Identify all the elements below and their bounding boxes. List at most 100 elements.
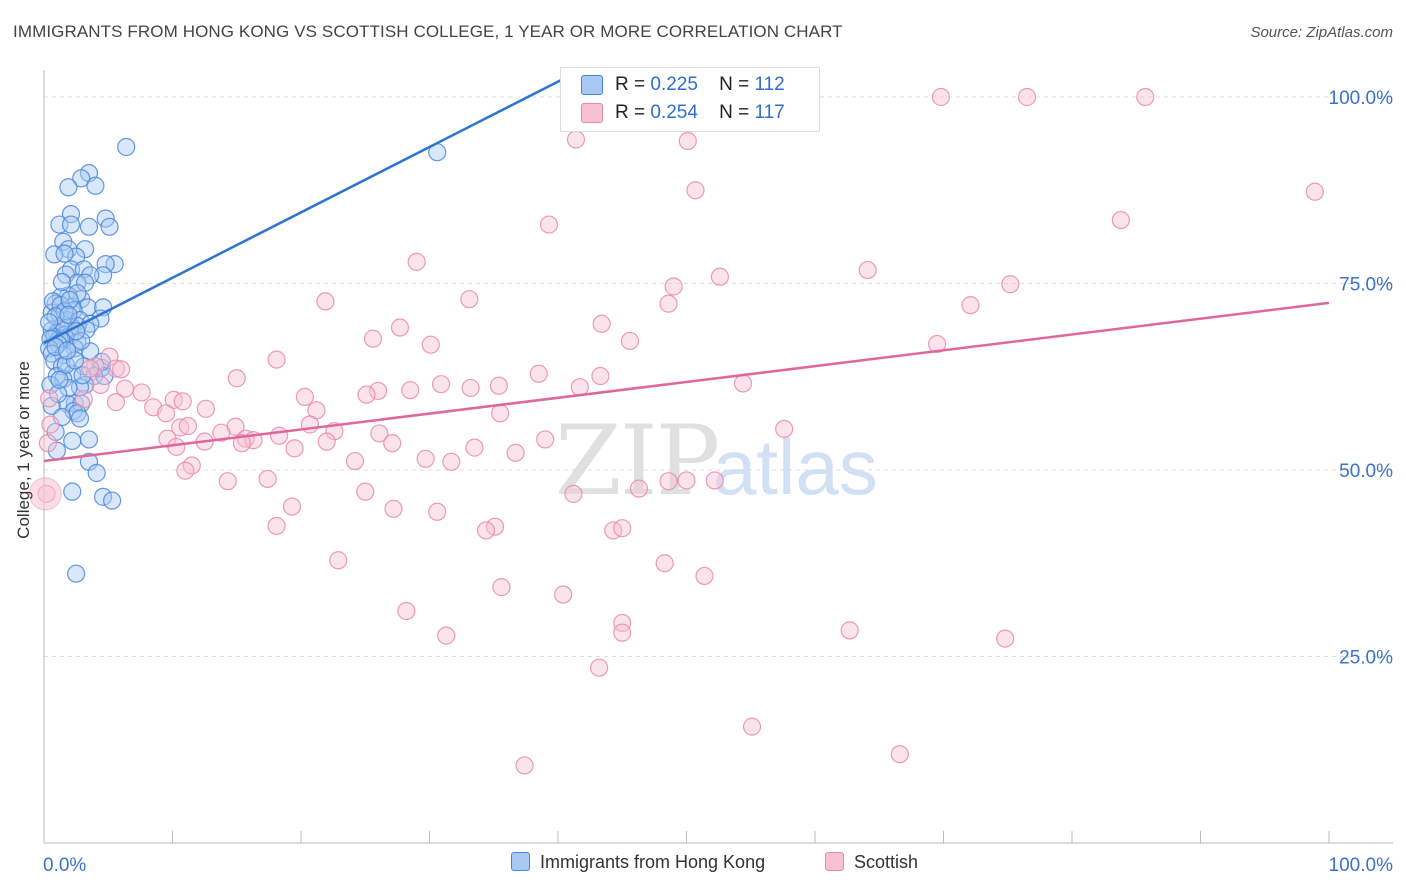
scottish-point [363,329,383,348]
scottish-point [390,318,410,337]
scottish-point [437,626,456,645]
bottom-legend-hong-kong: Immigrants from Hong Kong [511,852,765,873]
watermark-atlas: atlas [713,423,878,511]
scottish-point [227,369,246,388]
scottish-point [491,404,510,423]
bottom-legend-swatch-blue [511,852,530,871]
scottish-point [931,87,951,107]
hong-kong-point [117,137,136,157]
scottish-point [705,471,724,490]
axes [43,70,1393,844]
y-tick-label: 75.0% [1339,275,1393,296]
scottish-point [664,277,683,296]
chart-title: IMMIGRANTS FROM HONG KONG VS SCOTTISH CO… [13,22,843,41]
scottish-point [677,471,696,490]
scottish-point [421,335,440,354]
scottish-point [295,387,314,406]
scottish-point [300,415,320,434]
scottish-point [167,437,186,456]
scottish-point [489,376,508,395]
scottish-point [1001,275,1020,294]
hong-kong-point [67,564,86,583]
trend-lines [43,77,1330,463]
hong-kong-point [45,245,64,264]
legend-row-scottish: R = 0.254 N = 117 [581,102,785,126]
hong-kong-point [59,305,78,324]
scottish-point [317,432,336,451]
hong-kong-point [49,384,68,404]
scottish-point [173,392,192,411]
legend-r-label: R = [615,102,646,123]
source-credit: Source: ZipAtlas.com [1250,24,1393,41]
scottish-point [506,443,525,462]
scottish-point [416,449,435,468]
scottish-point [407,252,426,271]
hong-kong-point [94,266,113,285]
bottom-legend-swatch-pink [825,852,844,871]
legend-swatch-pink [581,102,603,123]
scottish-point [536,430,555,449]
scottish-point [476,521,496,540]
scottish-point [156,404,176,423]
scottish-point [695,566,714,586]
scottish-point [106,359,126,378]
watermark-zip: ZIP [555,405,718,517]
hong-kong-point [50,370,69,389]
scottish-point [74,390,93,409]
scottish-point [401,381,420,400]
hong-kong-point [61,205,81,224]
hong-kong-point [68,284,87,303]
series-scottish-points [28,87,1324,775]
scottish-trend-line [43,301,1330,463]
scottish-point [176,461,195,480]
scottish-point [1136,87,1155,107]
scottish-point [91,375,110,395]
y-tick-label: 100.0% [1329,88,1394,109]
scottish-point [164,390,183,409]
scottish-point [384,499,403,518]
bottom-legend-label: Scottish [854,852,919,872]
series-hong-kong-points [40,137,447,583]
scottish-point [566,130,586,149]
scottish-point [196,399,216,418]
scottish-point [927,334,947,354]
scottish-point [41,415,60,434]
scottish-point [961,296,980,315]
scottish-point [370,424,389,443]
hong-kong-point [72,169,91,188]
y-axis-label: College, 1 year or more [14,361,33,539]
scottish-point [171,418,190,437]
y-tick-label: 25.0% [1339,648,1393,669]
hong-kong-point [103,491,122,510]
scottish-point [461,378,480,398]
scottish-point [629,479,649,498]
scottish-point [258,469,277,489]
hong-kong-point [72,331,91,351]
scottish-point [212,423,231,442]
scottish-point [613,519,632,538]
hong-kong-point [61,215,81,234]
legend-swatch-blue [581,74,603,95]
legend-row-hong-kong: R = 0.225 N = 112 [581,74,785,98]
scottish-point [529,364,548,383]
scottish-point [485,517,505,536]
hong-kong-point [65,351,84,370]
y-tick-label: 50.0% [1339,461,1393,482]
scottish-point [591,366,610,386]
scottish-point [397,601,416,621]
scottish-point [267,350,286,369]
scottish-point [996,629,1015,648]
scottish-point [592,314,611,333]
hong-kong-point [96,255,115,274]
hong-kong-point [87,463,106,483]
legend-r-label: R = [615,74,646,95]
scottish-point [492,578,511,597]
scottish-point-large [28,477,62,511]
hong-kong-point [59,178,78,197]
scottish-point [678,131,697,151]
scottish-point [590,658,609,677]
scottish-point [442,452,461,471]
scottish-point [218,472,237,491]
scottish-point [428,502,447,521]
scottish-point [1111,210,1130,230]
